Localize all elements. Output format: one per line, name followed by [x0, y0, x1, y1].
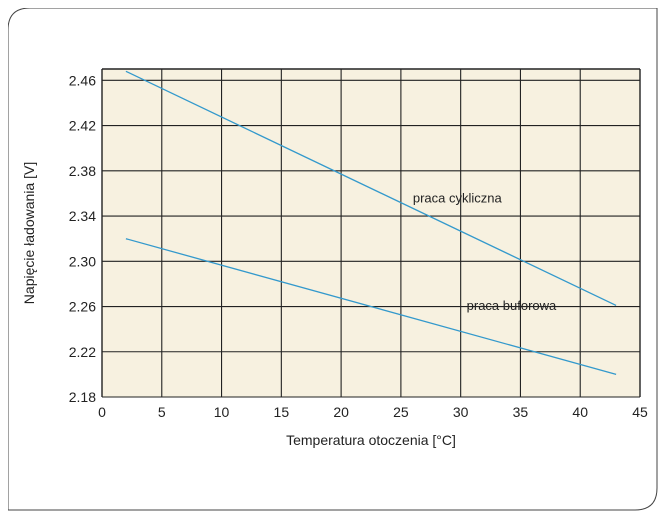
x-tick-label: 30 [453, 404, 469, 420]
y-tick-label: 2.42 [69, 118, 96, 134]
x-tick-label: 5 [158, 404, 166, 420]
y-tick-label: 2.30 [69, 253, 96, 269]
series-layer [125, 70, 617, 376]
x-tick-label: 40 [572, 404, 588, 420]
y-tick-label: 2.34 [69, 208, 96, 224]
series-line-praca-buforowa [125, 238, 617, 376]
x-axis-label: Temperatura otoczenia [°C] [286, 432, 456, 448]
y-tick-label: 2.18 [69, 389, 96, 405]
line-chart: 0 5 10 15 20 25 30 35 40 45 2.182.222.262.302.342… [8, 8, 658, 511]
plot-area [102, 69, 640, 397]
annotations: praca cykliczna praca buforowa [413, 190, 557, 312]
series-annotation: praca buforowa [467, 298, 557, 313]
x-tick-label: 15 [274, 404, 290, 420]
x-tick-label: 35 [513, 404, 529, 420]
y-tick-label: 2.26 [69, 299, 96, 315]
x-axis-ticks: 0 5 10 15 20 25 30 35 40 45 [98, 404, 648, 420]
frame-border [8, 8, 658, 511]
chart-frame: 0 5 10 15 20 25 30 35 40 45 2.18 2.22 2.26 2.30 2.34 2… [8, 8, 658, 511]
y-tick-label: 2.38 [69, 163, 96, 179]
x-tick-label: 10 [214, 404, 230, 420]
x-tick-label: 0 [98, 404, 106, 420]
x-tick-label: 25 [393, 404, 409, 420]
y-tick-label: 2.22 [69, 344, 96, 360]
y-tick-label: 2.46 [69, 72, 96, 88]
x-tick-label: 45 [632, 404, 648, 420]
y-axis-ticks: 2.18 2.22 2.26 2.30 2.34 2.38 2.42 2.46 [69, 72, 96, 405]
series-line-praca-cykliczna [125, 70, 617, 306]
x-tick-label: 20 [333, 404, 349, 420]
y-axis-label: Napięcie ładowania [V] [21, 162, 37, 304]
series-annotation: praca cykliczna [413, 190, 503, 205]
